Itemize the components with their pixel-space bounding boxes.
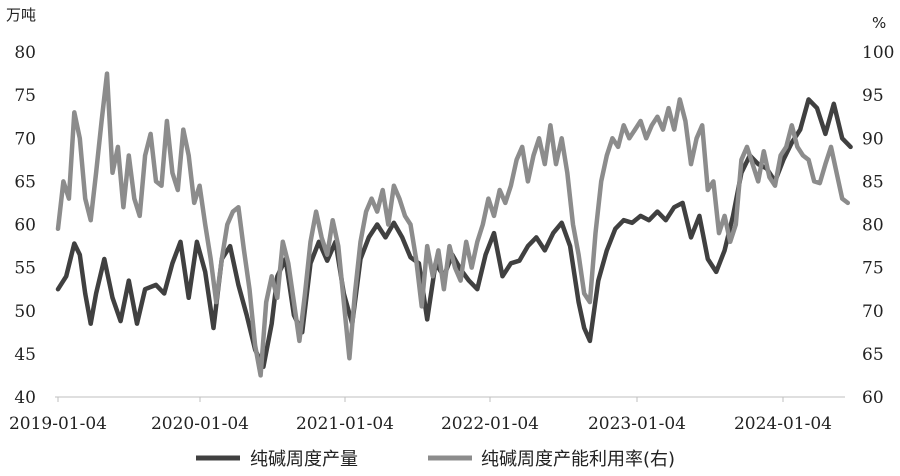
y-left-tick-label: 45 (14, 345, 36, 365)
y-left-tick-label: 50 (14, 302, 36, 322)
x-tick-label: 2022-01-04 (441, 414, 539, 434)
x-tick-label: 2024-01-04 (734, 414, 832, 434)
right-axis-unit: % (872, 14, 886, 32)
y-left-tick-label: 75 (14, 86, 36, 106)
x-tick-label: 2023-01-04 (588, 414, 686, 434)
series-line-2 (55, 71, 851, 378)
y-right-tick-label: 75 (862, 259, 884, 279)
chart-series-lines (55, 71, 853, 378)
legend-label-2: 纯碱周度产能利用率(右) (481, 449, 675, 470)
y-right-tick-label: 80 (862, 216, 884, 236)
legend-label-1: 纯碱周度产量 (250, 449, 358, 470)
y-right-tick-label: 90 (862, 129, 884, 149)
y-right-tick-label: 100 (862, 43, 894, 63)
x-tick-label: 2021-01-04 (296, 414, 394, 434)
y-right-tick-label: 95 (862, 86, 884, 106)
y-right-tick-label: 60 (862, 388, 884, 408)
x-tick-label: 2020-01-04 (151, 414, 249, 434)
y-right-tick-label: 85 (862, 172, 884, 192)
x-tick-label: 2019-01-04 (9, 414, 107, 434)
y-left-tick-label: 65 (14, 172, 36, 192)
y-left-tick-label: 70 (14, 129, 36, 149)
y-left-tick-label: 60 (14, 216, 36, 236)
chart-axes: 万吨 % 80 75 70 65 60 55 50 45 40 100 95 90 85 80 75 70 65 60… (6, 6, 894, 434)
y-left-tick-label: 80 (14, 43, 36, 63)
y-left-tick-label: 55 (14, 259, 36, 279)
chart-legend: 纯碱周度产量 纯碱周度产能利用率(右) (196, 449, 675, 470)
left-axis-unit: 万吨 (6, 6, 36, 24)
y-left-tick-label: 40 (14, 388, 36, 408)
y-right-tick-label: 65 (862, 345, 884, 365)
y-right-tick-label: 70 (862, 302, 884, 322)
